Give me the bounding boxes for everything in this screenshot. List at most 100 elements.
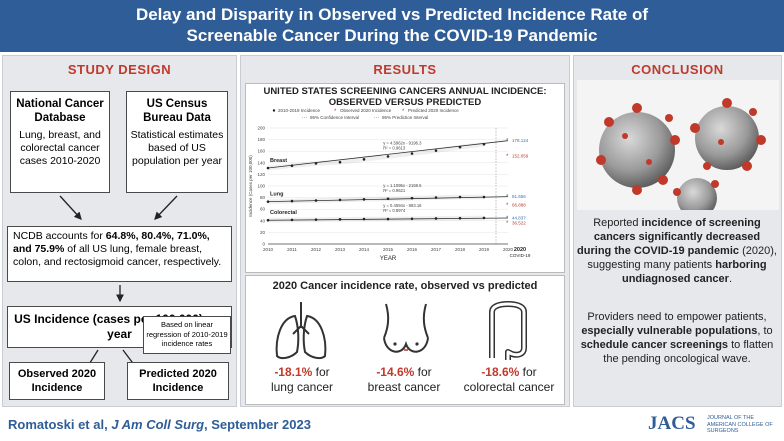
- conclusion-emphasis: especially vulnerable populations: [581, 325, 758, 337]
- incidence-chart: UNITED STATES SCREENING CANCERS ANNUAL I…: [245, 83, 565, 273]
- y-tick-label: 80: [260, 195, 266, 200]
- footer: Romatoski et al, J Am Coll Surg, Septemb…: [0, 410, 784, 441]
- stat-colorectal: -18.6% for colorectal cancer: [456, 365, 562, 395]
- legend-label: Predicted 2020 Incidence: [408, 108, 459, 113]
- y-tick-label: 160: [257, 149, 265, 154]
- data-point: [386, 197, 390, 201]
- predicted-marker: *: [506, 195, 509, 201]
- y-tick-label: 200: [257, 126, 265, 131]
- conclusion-text: Providers need to empower patients,: [587, 311, 767, 323]
- data-point: [458, 145, 462, 149]
- legend-label: 2010-2019 Incidence: [278, 108, 321, 113]
- citation-authors: Romatoski et al,: [8, 417, 112, 432]
- observed-incidence-label: Observed 2020 Incidence: [17, 368, 97, 394]
- legend-label: 95% Prediction Interval: [382, 115, 428, 120]
- confidence-band: [268, 141, 484, 171]
- conclusion-paragraph-2: Providers need to empower patients, espe…: [577, 310, 777, 366]
- data-point: [338, 160, 342, 164]
- ncdb-body: Lung, breast, and colorectal cancer case…: [19, 129, 101, 167]
- conclusion-title: CONCLUSION: [631, 62, 724, 77]
- data-point: [410, 196, 414, 200]
- data-point: [410, 217, 414, 221]
- regression-r2: R² = 0.9613: [383, 145, 406, 150]
- conclusion-text: .: [728, 273, 733, 285]
- data-point: [458, 216, 462, 220]
- x-extra-label: 2020: [514, 247, 526, 253]
- observed-marker: *: [506, 154, 509, 160]
- citation-journal: J Am Coll Surg: [111, 417, 205, 432]
- stat-lung-for: for: [312, 365, 330, 379]
- x-tick-label: 2019: [479, 247, 490, 252]
- x-extra-sublabel: COVID-19: [510, 253, 531, 258]
- ncdb-box: National Cancer Database Lung, breast, a…: [10, 91, 110, 193]
- stat-lung-percent: -18.1%: [274, 365, 313, 379]
- predicted-marker: *: [506, 139, 509, 145]
- x-axis-label: YEAR: [380, 256, 397, 262]
- merge-arrows: [59, 195, 178, 220]
- series-name: Colorectal: [270, 210, 297, 216]
- down-arrow: [116, 285, 124, 303]
- x-tick-label: 2011: [287, 247, 297, 252]
- virus-image: [577, 80, 779, 210]
- stat-breast-for: for: [414, 365, 432, 379]
- data-point: [386, 217, 390, 221]
- colon-icon: [489, 301, 527, 360]
- data-point: [482, 195, 486, 199]
- data-point: [266, 218, 270, 222]
- cancer-rate-subpanel: 2020 Cancer incidence rate, observed vs …: [245, 275, 565, 405]
- x-tick-label: 2013: [335, 247, 346, 252]
- y-tick-label: 20: [260, 230, 266, 235]
- predicted-value-label: 44.837: [512, 215, 526, 220]
- data-point: [338, 198, 342, 202]
- stat-colorectal-for: for: [519, 365, 537, 379]
- y-axis-label: Incidence (Cases per 100,000): [248, 155, 253, 217]
- observed-incidence-box: Observed 2020 Incidence: [9, 362, 105, 400]
- conclusion-emphasis: harboring undiagnosed cancer: [621, 259, 767, 285]
- data-point: [290, 218, 294, 222]
- breast-icon: [383, 303, 429, 353]
- y-tick-label: 0: [262, 242, 265, 247]
- citation-date: , September 2023: [204, 417, 311, 432]
- x-tick-label: 2012: [311, 247, 322, 252]
- chart-title: UNITED STATES SCREENING CANCERS ANNUAL I…: [263, 86, 547, 108]
- conclusion-paragraph-1: Reported incidence of screening cancers …: [577, 216, 777, 286]
- observed-marker: *: [506, 203, 509, 209]
- conclusion-text: , to: [757, 325, 773, 337]
- lungs-icon: [275, 302, 327, 360]
- y-tick-label: 120: [257, 172, 265, 177]
- conclusion-text: Reported: [593, 217, 642, 229]
- cancer-rate-subtitle: 2020 Cancer incidence rate, observed vs …: [272, 280, 538, 292]
- data-point: [434, 196, 438, 199]
- data-point: [266, 166, 270, 170]
- observed-value-label: 66.888: [512, 203, 526, 208]
- jacs-logo: JACS: [648, 413, 696, 434]
- stat-breast-label: breast cancer: [367, 380, 441, 394]
- series-name: Breast: [270, 158, 287, 164]
- y-tick-label: 100: [257, 184, 265, 189]
- legend-label: Observed 2020 Incidence: [340, 108, 392, 113]
- poster-title-line-2: Screenable Cancer During the COVID-19 Pa…: [186, 26, 598, 45]
- regression-r2: R² = 0.8974: [383, 208, 406, 213]
- results-title: RESULTS: [373, 62, 437, 77]
- regression-equation: y = 0.4594x - 883.16: [383, 203, 422, 208]
- y-tick-label: 180: [257, 137, 265, 142]
- regression-equation: y = 4.5962x - 9196.3: [383, 140, 422, 145]
- stat-lung: -18.1% for lung cancer: [252, 365, 352, 395]
- census-box: US Census Bureau Data Statistical estima…: [126, 91, 228, 193]
- x-tick-label: 2014: [359, 247, 370, 252]
- ncdb-heading: National Cancer Database: [16, 98, 104, 124]
- census-body: Statistical estimates based of US popula…: [130, 129, 224, 167]
- ncdb-coverage-box: NCDB accounts for 64.8%, 80.4%, 71.0%, a…: [7, 226, 232, 282]
- x-tick-label: 2020: [503, 247, 514, 252]
- y-tick-label: 140: [257, 160, 265, 165]
- data-point: [386, 155, 390, 158]
- legend-marker: *: [334, 109, 337, 115]
- jacs-logo-subtitle: JOURNAL OF THE AMERICAN COLLEGE OF SURGE…: [707, 415, 773, 434]
- poster-title-line-1: Delay and Disparity in Observed vs Predi…: [135, 5, 649, 24]
- stat-lung-label: lung cancer: [270, 380, 334, 394]
- data-point: [314, 162, 318, 165]
- data-point: [458, 195, 462, 199]
- data-point: [314, 199, 318, 202]
- stat-breast-percent: -14.6%: [376, 365, 415, 379]
- conclusion-emphasis: schedule cancer screenings: [580, 339, 729, 351]
